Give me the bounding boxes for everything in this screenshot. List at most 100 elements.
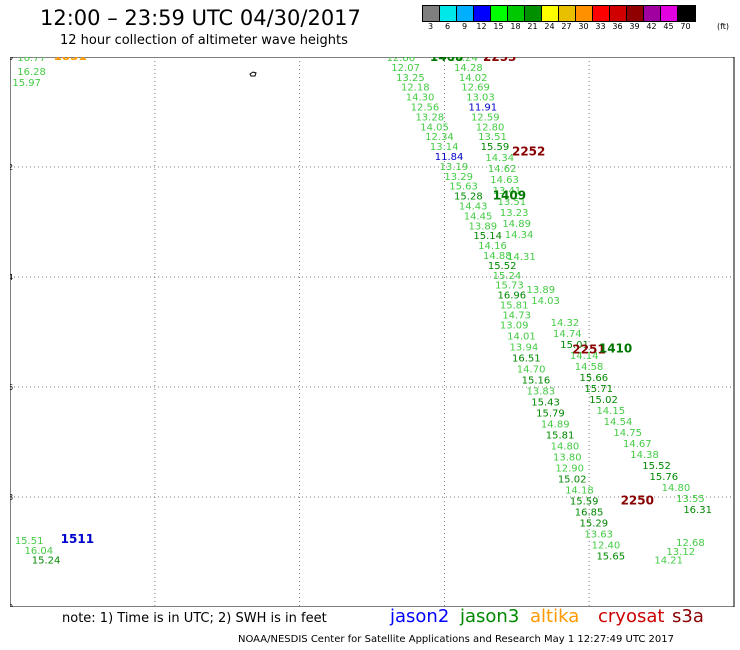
wave-height-reading: 15.65 bbox=[596, 551, 625, 562]
y-tick-label: -42 bbox=[10, 163, 13, 172]
wave-height-reading: 16.85 bbox=[575, 507, 604, 518]
wave-height-reading: 12.34 bbox=[425, 132, 454, 143]
wave-height-reading: 13.80 bbox=[553, 452, 582, 463]
wave-height-reading: 14.03 bbox=[531, 296, 560, 307]
wave-height-reading: 14.05 bbox=[420, 122, 449, 133]
color-scale-label: 39 bbox=[629, 22, 640, 31]
wave-height-reading: 15.63 bbox=[449, 182, 478, 193]
wave-height-reading: 15.52 bbox=[488, 261, 517, 272]
wave-height-reading: 16.51 bbox=[512, 353, 541, 364]
color-scale-unit: (ft) bbox=[717, 22, 730, 31]
wave-height-reading: 13.55 bbox=[676, 494, 705, 505]
color-scale-label: 15 bbox=[493, 22, 504, 31]
wave-height-reading: 14.45 bbox=[464, 211, 493, 222]
color-swatch bbox=[627, 6, 644, 21]
wave-height-reading: 14.14 bbox=[570, 351, 599, 362]
wave-height-reading: 15.16 bbox=[522, 375, 551, 386]
pass-time-label: 1409 bbox=[493, 189, 526, 203]
wave-height-reading: 14.67 bbox=[623, 439, 652, 450]
map-frame bbox=[10, 57, 735, 607]
pass-time-label: 2252 bbox=[512, 145, 545, 159]
pass-time-label: 2251 bbox=[572, 343, 605, 357]
wave-height-reading: 13.25 bbox=[396, 73, 425, 84]
color-scale-label: 6 bbox=[444, 22, 451, 31]
color-swatch bbox=[542, 6, 559, 21]
wave-height-reading: 15.01 bbox=[560, 340, 589, 351]
color-swatch bbox=[661, 6, 678, 21]
wave-height-reading: 13.28 bbox=[415, 112, 444, 123]
wave-height-reading: 14.74 bbox=[553, 329, 582, 340]
color-swatch bbox=[440, 6, 457, 21]
wave-height-reading: 14.16 bbox=[478, 241, 507, 252]
wave-height-reading: 13.83 bbox=[526, 386, 555, 397]
wave-height-reading: 13.51 bbox=[478, 132, 507, 143]
wave-height-reading: 12.56 bbox=[411, 103, 440, 114]
pass-time-label: 1408 bbox=[430, 57, 463, 64]
wave-height-reading: 15.59 bbox=[481, 142, 510, 153]
wave-height-reading: 14.88 bbox=[483, 251, 512, 262]
wave-height-reading: 14.80 bbox=[662, 483, 691, 494]
wave-height-reading: 15.28 bbox=[454, 192, 483, 203]
wave-height-reading: 13.63 bbox=[584, 529, 613, 540]
wave-height-reading: 14.63 bbox=[490, 175, 519, 186]
color-scale-label: 12 bbox=[476, 22, 487, 31]
color-scale-label: 33 bbox=[595, 22, 606, 31]
wave-height-reading: 16.04 bbox=[24, 546, 53, 557]
legend-cryosat: cryosat bbox=[598, 606, 665, 627]
wave-height-reading: 14.54 bbox=[604, 417, 633, 428]
color-swatch bbox=[678, 6, 695, 21]
pass-time-label: 2250 bbox=[621, 493, 654, 507]
y-tick-label: -46 bbox=[10, 383, 13, 392]
wave-height-reading: 14.80 bbox=[551, 441, 580, 452]
color-swatch bbox=[491, 6, 508, 21]
color-swatch bbox=[576, 6, 593, 21]
wave-height-reading: 14.01 bbox=[507, 331, 536, 342]
color-scale-label: 30 bbox=[578, 22, 589, 31]
wave-height-reading: 12.86 bbox=[386, 57, 415, 64]
color-scale-swatches bbox=[422, 5, 696, 22]
color-scale-labels: 3 6 9 12 15 18 21 24 27 30 33 36 39 42 45 70 bbox=[422, 22, 694, 31]
wave-height-reading: 14.24 bbox=[449, 57, 478, 64]
color-scale-label: 36 bbox=[612, 22, 623, 31]
y-tick-label: -44 bbox=[10, 273, 13, 282]
wave-height-reading: 15.43 bbox=[531, 397, 560, 408]
pass-time-label: 2253 bbox=[483, 57, 516, 64]
wave-height-reading: 15.79 bbox=[536, 408, 565, 419]
wave-height-reading: 12.90 bbox=[555, 463, 584, 474]
wave-height-reading: 15.59 bbox=[570, 496, 599, 507]
color-scale-label: 3 bbox=[427, 22, 434, 31]
color-scale-label: 21 bbox=[527, 22, 538, 31]
wave-height-reading: 15.76 bbox=[650, 472, 679, 483]
page-title: 12:00 – 23:59 UTC 04/30/2017 bbox=[40, 6, 361, 30]
color-scale-label: 27 bbox=[561, 22, 572, 31]
wave-height-reading: 13.89 bbox=[469, 221, 498, 232]
wave-height-reading: 12.80 bbox=[476, 122, 505, 133]
wave-height-reading: 13.19 bbox=[440, 162, 469, 173]
wave-height-reading: 14.70 bbox=[517, 364, 546, 375]
wave-height-reading: 13.14 bbox=[430, 142, 459, 153]
wave-height-reading: 13.12 bbox=[666, 547, 695, 558]
wave-height-reading: 15.66 bbox=[580, 373, 609, 384]
wave-height-reading: 12.40 bbox=[592, 540, 621, 551]
pass-time-label: 1410 bbox=[599, 342, 632, 356]
wave-height-reading: 13.94 bbox=[510, 342, 539, 353]
wave-height-reading: 12.68 bbox=[676, 538, 705, 549]
wave-height-reading: 14.02 bbox=[459, 73, 488, 84]
wave-height-reading: 15.71 bbox=[584, 384, 613, 395]
wave-height-reading: 14.58 bbox=[575, 362, 604, 373]
wave-height-reading: 14.43 bbox=[459, 202, 488, 213]
note-text: note: 1) Time is in UTC; 2) SWH is in fe… bbox=[62, 611, 327, 626]
color-swatch bbox=[508, 6, 525, 21]
wave-height-reading: 13.23 bbox=[500, 208, 529, 219]
wave-height-reading: 14.75 bbox=[613, 428, 642, 439]
wave-height-reading: 13.09 bbox=[500, 320, 529, 331]
wave-height-reading: 15.29 bbox=[580, 518, 609, 529]
color-scale-label: 18 bbox=[510, 22, 521, 31]
color-swatch bbox=[423, 6, 440, 21]
color-scale-label: 45 bbox=[663, 22, 674, 31]
wave-height-reading: 13.89 bbox=[526, 285, 555, 296]
y-tick-label: -50 bbox=[10, 603, 13, 607]
wave-height-reading: 15.51 bbox=[15, 536, 44, 547]
pass-time-label: 1831 bbox=[53, 57, 86, 63]
